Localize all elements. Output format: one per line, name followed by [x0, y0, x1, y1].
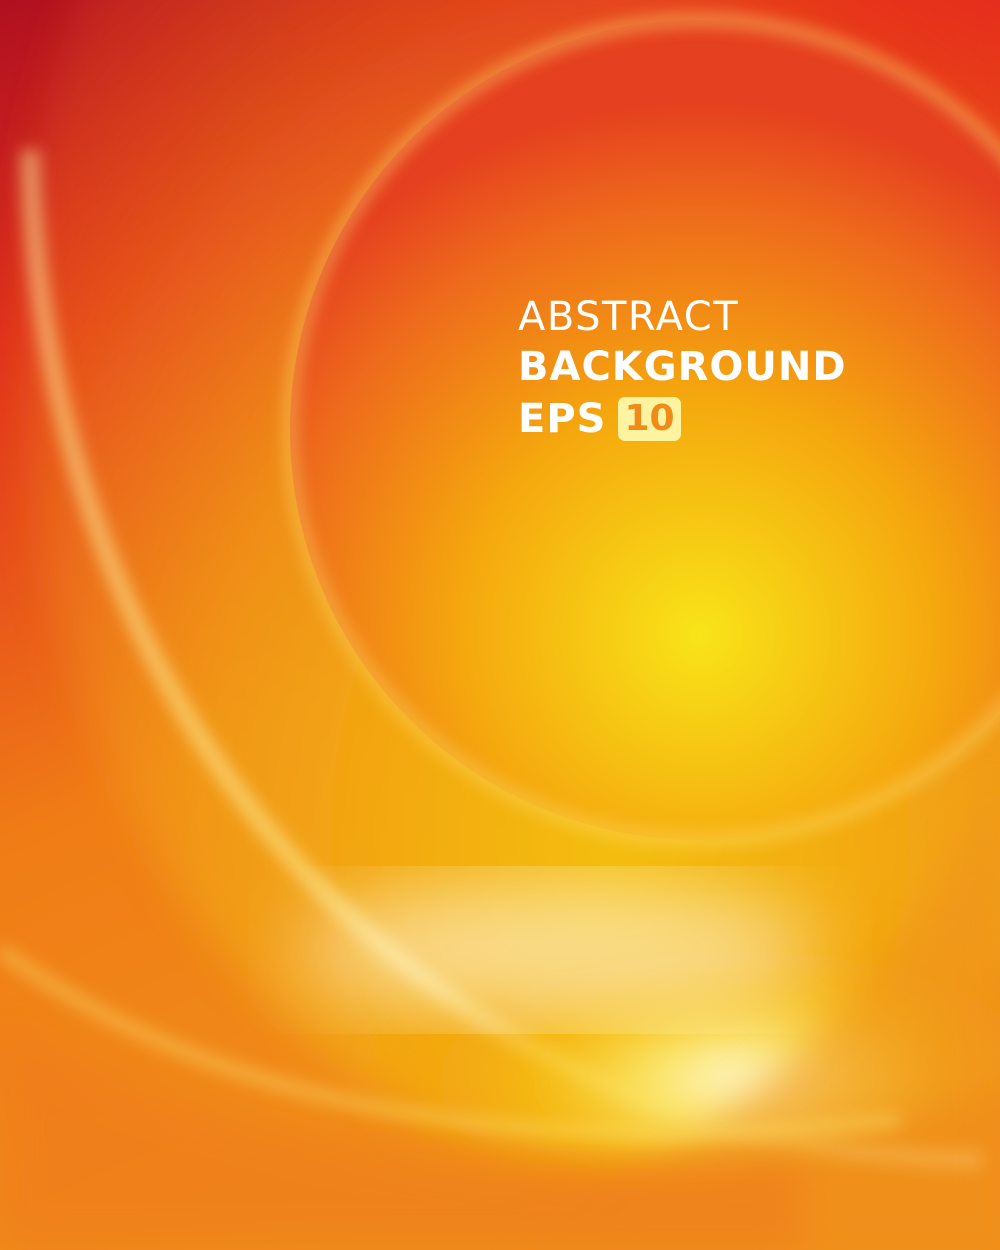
version-badge: 10: [618, 397, 681, 441]
title-eps-row: EPS 10: [518, 394, 847, 444]
title-background: BACKGROUND: [518, 344, 847, 390]
title-block: ABSTRACT BACKGROUND EPS 10: [518, 292, 847, 444]
title-abstract: ABSTRACT: [518, 294, 740, 340]
title-eps: EPS: [518, 396, 607, 442]
